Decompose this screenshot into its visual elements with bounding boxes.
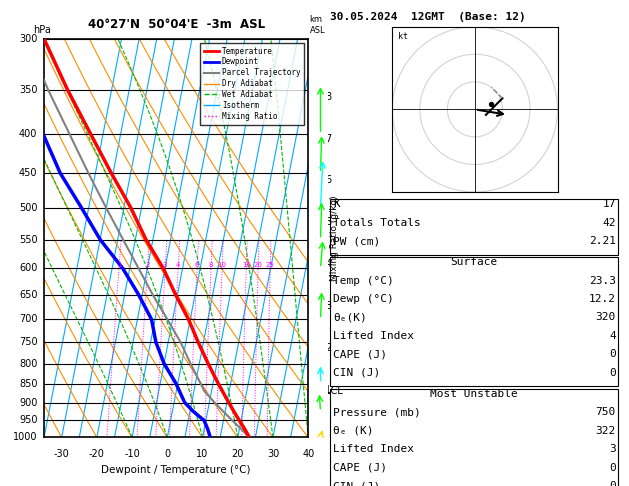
Text: 10: 10 xyxy=(196,450,209,459)
Text: -10: -10 xyxy=(124,450,140,459)
Text: 3: 3 xyxy=(325,301,331,311)
Text: LCL: LCL xyxy=(325,386,343,396)
Text: -30: -30 xyxy=(53,450,70,459)
Text: θₑ (K): θₑ (K) xyxy=(333,426,374,436)
Text: 7: 7 xyxy=(325,134,331,143)
Text: 30: 30 xyxy=(267,450,279,459)
Text: 0: 0 xyxy=(609,463,616,473)
Text: 750: 750 xyxy=(19,337,38,347)
Text: 650: 650 xyxy=(19,290,38,300)
Text: 500: 500 xyxy=(19,203,38,213)
Text: 16: 16 xyxy=(242,262,251,268)
Text: 4: 4 xyxy=(176,262,181,268)
Text: Pressure (mb): Pressure (mb) xyxy=(333,407,421,417)
Text: 2.21: 2.21 xyxy=(589,236,616,246)
Text: 4: 4 xyxy=(609,331,616,341)
Text: 5: 5 xyxy=(325,217,331,227)
Text: CAPE (J): CAPE (J) xyxy=(333,349,387,360)
Text: 20: 20 xyxy=(253,262,262,268)
Text: PW (cm): PW (cm) xyxy=(333,236,381,246)
Text: Surface: Surface xyxy=(450,257,498,267)
Text: 8: 8 xyxy=(209,262,213,268)
Text: 3: 3 xyxy=(609,444,616,454)
Text: 42: 42 xyxy=(603,218,616,228)
Text: 30.05.2024  12GMT  (Base: 12): 30.05.2024 12GMT (Base: 12) xyxy=(330,12,526,22)
Text: 17: 17 xyxy=(603,199,616,209)
Text: 12.2: 12.2 xyxy=(589,294,616,304)
Text: Dewp (°C): Dewp (°C) xyxy=(333,294,394,304)
Text: hPa: hPa xyxy=(33,25,52,35)
Text: 1: 1 xyxy=(325,384,331,395)
Text: θₑ(K): θₑ(K) xyxy=(333,312,367,323)
Text: 3: 3 xyxy=(163,262,167,268)
Text: 900: 900 xyxy=(19,398,38,408)
Text: Totals Totals: Totals Totals xyxy=(333,218,421,228)
Text: 4: 4 xyxy=(325,259,331,269)
Text: 450: 450 xyxy=(19,168,38,178)
Text: 300: 300 xyxy=(19,34,38,44)
Text: 0: 0 xyxy=(609,349,616,360)
Text: 950: 950 xyxy=(19,416,38,425)
Text: Lifted Index: Lifted Index xyxy=(333,444,415,454)
Text: 322: 322 xyxy=(596,426,616,436)
Text: 1000: 1000 xyxy=(13,433,38,442)
Text: 800: 800 xyxy=(19,359,38,368)
Point xyxy=(486,100,496,108)
Text: 40: 40 xyxy=(302,450,314,459)
Text: 350: 350 xyxy=(19,85,38,95)
Text: CIN (J): CIN (J) xyxy=(333,368,381,378)
Text: Lifted Index: Lifted Index xyxy=(333,331,415,341)
Text: Mixing Ratio (g/kg): Mixing Ratio (g/kg) xyxy=(330,195,339,281)
Text: 0: 0 xyxy=(609,368,616,378)
Text: K: K xyxy=(333,199,340,209)
Text: 0: 0 xyxy=(609,481,616,486)
Text: Dewpoint / Temperature (°C): Dewpoint / Temperature (°C) xyxy=(101,465,251,475)
Text: Most Unstable: Most Unstable xyxy=(430,389,518,399)
Text: Temp (°C): Temp (°C) xyxy=(333,276,394,286)
Text: 40°27'N  50°04'E  -3m  ASL: 40°27'N 50°04'E -3m ASL xyxy=(87,18,265,31)
Text: 700: 700 xyxy=(19,314,38,324)
Text: 400: 400 xyxy=(19,129,38,139)
Text: 6: 6 xyxy=(325,175,331,185)
Text: -20: -20 xyxy=(89,450,105,459)
Text: 0: 0 xyxy=(164,450,170,459)
Text: 750: 750 xyxy=(596,407,616,417)
Text: CIN (J): CIN (J) xyxy=(333,481,381,486)
Text: 850: 850 xyxy=(19,379,38,389)
Text: 10: 10 xyxy=(218,262,226,268)
Text: 550: 550 xyxy=(19,235,38,244)
Text: km
ASL: km ASL xyxy=(309,16,325,35)
Legend: Temperature, Dewpoint, Parcel Trajectory, Dry Adiabat, Wet Adiabat, Isotherm, Mi: Temperature, Dewpoint, Parcel Trajectory… xyxy=(200,43,304,125)
Text: 2: 2 xyxy=(325,343,331,353)
Text: 20: 20 xyxy=(231,450,244,459)
Text: 1: 1 xyxy=(117,262,121,268)
Text: 2: 2 xyxy=(145,262,150,268)
Text: 8: 8 xyxy=(325,92,331,102)
Text: 320: 320 xyxy=(596,312,616,323)
Text: 23.3: 23.3 xyxy=(589,276,616,286)
Text: 6: 6 xyxy=(195,262,199,268)
Text: kt: kt xyxy=(398,32,408,41)
Text: 25: 25 xyxy=(266,262,275,268)
Text: 600: 600 xyxy=(19,263,38,273)
Text: CAPE (J): CAPE (J) xyxy=(333,463,387,473)
